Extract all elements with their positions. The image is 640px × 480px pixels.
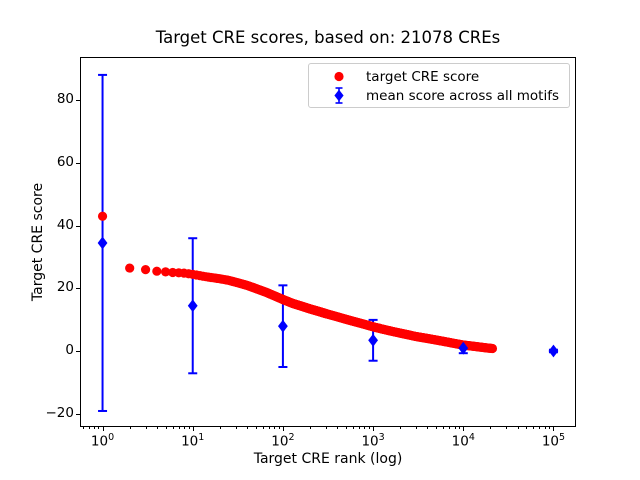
legend-entry-target-cre-score: target CRE score xyxy=(309,67,569,86)
legend: target CRE score mean score across all m… xyxy=(308,63,570,108)
y-tick-label: 40 xyxy=(56,216,74,233)
red-scatter-points-layer xyxy=(97,211,498,354)
plot-frame xyxy=(80,57,576,427)
x-tick-label: 101 xyxy=(181,432,205,450)
x-tick-label: 105 xyxy=(541,432,566,450)
y-axis-label: Target CRE score xyxy=(30,182,46,302)
legend-label-mean-score: mean score across all motifs xyxy=(366,87,560,104)
y-tick-label: −20 xyxy=(45,405,75,422)
x-tick-label: 102 xyxy=(271,432,295,450)
y-tick-label: 20 xyxy=(56,279,74,296)
legend-entry-mean-score: mean score across all motifs xyxy=(309,86,569,105)
chart-title: Target CRE scores, based on: 21078 CREs xyxy=(155,28,501,47)
legend-label-target-cre-score: target CRE score xyxy=(366,68,480,85)
x-tick-label: 104 xyxy=(451,432,475,450)
blue-diamond-points-layer xyxy=(97,236,559,358)
x-tick-label: 103 xyxy=(361,432,385,450)
y-tick-label: 60 xyxy=(56,153,74,170)
x-tick-label: 100 xyxy=(90,432,115,450)
red-circle-marker-icon xyxy=(334,71,344,82)
error-bars-layer xyxy=(98,73,558,412)
axis-ticks xyxy=(76,100,554,431)
y-tick-label: 80 xyxy=(56,91,74,108)
blue-diamond-errorbar-marker-icon xyxy=(334,87,344,104)
x-axis-label: Target CRE rank (log) xyxy=(253,451,403,467)
y-tick-label: 0 xyxy=(65,342,74,359)
